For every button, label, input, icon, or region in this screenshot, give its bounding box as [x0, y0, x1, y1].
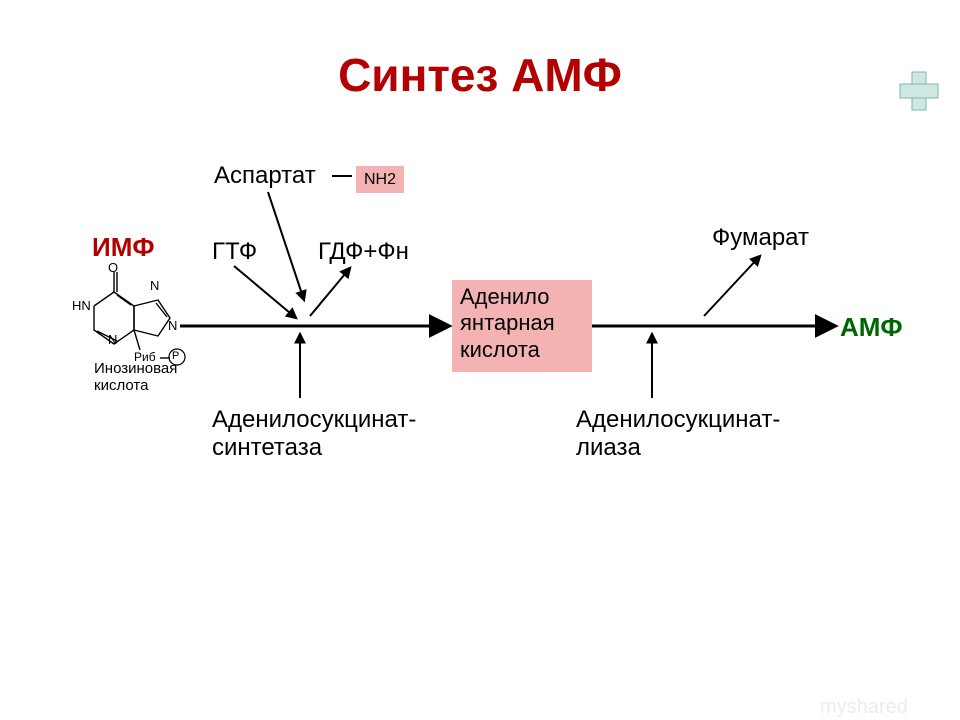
label-aspartate: Аспартат — [214, 162, 316, 190]
label-mol_rib: Риб — [134, 350, 156, 364]
label-fumarat: Фумарат — [712, 224, 809, 252]
label-enzyme2: Аденилосукцинат- лиаза — [576, 406, 780, 462]
label-mol_n3: N — [108, 332, 117, 347]
label-enzyme1: Аденилосукцинат- синтетаза — [212, 406, 416, 462]
label-gtp: ГТФ — [212, 238, 257, 266]
diagram-stage: Синтез АМФ ИМФАспартатNH2ГТФГДФ+ФнФумара… — [0, 0, 960, 720]
label-mol_n1: N — [150, 278, 159, 293]
label-gdp: ГДФ+Фн — [318, 238, 409, 266]
label-mol_n2: N — [168, 318, 177, 333]
watermark: myshared — [820, 696, 908, 719]
label-mol_p: P — [172, 350, 179, 362]
label-mol_hn: HN — [72, 298, 91, 313]
label-imf: ИМФ — [92, 232, 155, 263]
label-mol_o: O — [108, 260, 118, 275]
label-mol_caption: Инозиновая кислота — [94, 360, 177, 394]
label-nh2: NH2 — [356, 166, 404, 193]
label-amp: АМФ — [840, 312, 903, 343]
label-intermediate: Аденило янтарная кислота — [452, 280, 592, 372]
